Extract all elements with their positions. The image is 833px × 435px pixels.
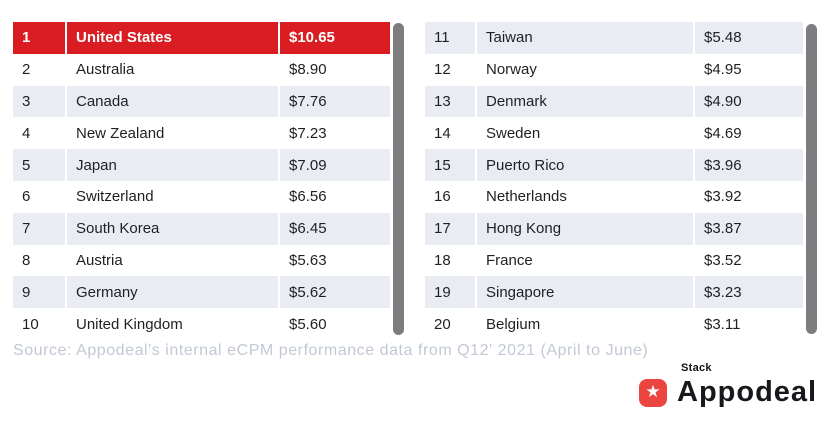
- value-cell: $3.92: [704, 188, 742, 206]
- country-cell: New Zealand: [76, 124, 165, 142]
- rank-cell: 11: [425, 22, 475, 54]
- rank-cell: 8: [22, 251, 31, 269]
- rank-cell: 13: [425, 85, 475, 118]
- rank-cell: 19: [425, 276, 475, 309]
- value-cell: $4.90: [695, 85, 803, 118]
- table-row: 11 Taiwan $5.48: [425, 22, 803, 54]
- country-cell: Australia: [76, 61, 135, 79]
- value-cell: $6.45: [280, 212, 390, 245]
- value-cell: $3.23: [695, 276, 803, 309]
- value-cell: $6.56: [289, 188, 327, 206]
- table-row: 20 Belgium $3.11: [425, 308, 803, 340]
- rank-cell: 20: [434, 315, 451, 333]
- value-cell: $5.60: [289, 315, 327, 333]
- table-row: 7 South Korea $6.45: [13, 212, 390, 245]
- country-cell: Canada: [67, 85, 278, 118]
- stack-appodeal-logo: Stack ★ Appodeal: [639, 362, 817, 409]
- country-cell: Sweden: [486, 124, 541, 142]
- table-row: 1 United States $10.65: [13, 22, 390, 54]
- table-row: 13 Denmark $4.90: [425, 85, 803, 118]
- value-cell: $3.96: [695, 149, 803, 181]
- rank-cell: 7: [13, 212, 65, 245]
- country-cell: South Korea: [67, 212, 278, 245]
- table-row: 9 Germany $5.62: [13, 276, 390, 309]
- value-cell: $3.87: [695, 212, 803, 245]
- value-cell: $7.09: [280, 149, 390, 181]
- value-cell: $5.48: [695, 22, 803, 54]
- country-cell: Norway: [486, 61, 537, 79]
- logo-stack-label: Stack: [681, 362, 712, 374]
- rank-cell: 17: [425, 212, 475, 245]
- star-glyph: ★: [645, 382, 661, 401]
- country-cell: Austria: [76, 251, 123, 269]
- value-cell: $4.95: [704, 61, 742, 79]
- table-row: 17 Hong Kong $3.87: [425, 212, 803, 245]
- table-row: 3 Canada $7.76: [13, 85, 390, 118]
- ecpm-table-ranks-1-10: 1 United States $10.65 2 Australia $8.90 3 Cana…: [13, 22, 390, 340]
- table-row: 5 Japan $7.09: [13, 149, 390, 181]
- value-cell: $7.76: [280, 85, 390, 118]
- rank-cell: 14: [434, 124, 451, 142]
- table-row: 10 United Kingdom $5.60: [13, 308, 390, 340]
- table-row: 16 Netherlands $3.92: [425, 181, 803, 213]
- appodeal-star-icon: ★: [639, 378, 667, 407]
- table-row: 4 New Zealand $7.23: [13, 117, 390, 149]
- rank-cell: 16: [434, 188, 451, 206]
- country-cell: Belgium: [486, 315, 541, 333]
- rank-cell: 18: [434, 251, 451, 269]
- value-cell: $10.65: [280, 22, 390, 54]
- value-cell: $3.52: [704, 251, 742, 269]
- logo-appodeal-label: Appodeal: [677, 376, 818, 408]
- left-table-scrollbar[interactable]: [393, 23, 404, 335]
- rank-cell: 3: [13, 85, 65, 118]
- value-cell: $5.63: [289, 251, 327, 269]
- table-row: 6 Switzerland $6.56: [13, 181, 390, 213]
- source-caption: Source: Appodeal's internal eCPM perform…: [13, 342, 649, 359]
- ecpm-table-ranks-11-20: 11 Taiwan $5.48 12 Norway $4.95 13 Denmark $4.90…: [425, 22, 803, 340]
- value-cell: $8.90: [289, 61, 327, 79]
- country-cell: Switzerland: [76, 188, 154, 206]
- rank-cell: 4: [22, 124, 31, 142]
- logo-row: ★ Appodeal: [639, 376, 817, 409]
- value-cell: $7.23: [289, 124, 327, 142]
- table-row: 19 Singapore $3.23: [425, 276, 803, 309]
- country-cell: United States: [67, 22, 278, 54]
- rank-cell: 12: [434, 61, 451, 79]
- right-table-scrollbar[interactable]: [806, 24, 817, 334]
- rank-cell: 15: [425, 149, 475, 181]
- country-cell: Singapore: [477, 276, 693, 309]
- rank-cell: 6: [22, 188, 31, 206]
- table-row: 15 Puerto Rico $3.96: [425, 149, 803, 181]
- table-row: 8 Austria $5.63: [13, 245, 390, 277]
- country-cell: Puerto Rico: [477, 149, 693, 181]
- value-cell: $5.62: [280, 276, 390, 309]
- rank-cell: 5: [13, 149, 65, 181]
- rank-cell: 1: [13, 22, 65, 54]
- country-cell: Japan: [67, 149, 278, 181]
- table-row: 18 France $3.52: [425, 245, 803, 277]
- country-cell: Taiwan: [477, 22, 693, 54]
- value-cell: $4.69: [704, 124, 742, 142]
- table-row: 14 Sweden $4.69: [425, 117, 803, 149]
- rank-cell: 10: [22, 315, 39, 333]
- rank-cell: 9: [13, 276, 65, 309]
- table-row: 12 Norway $4.95: [425, 54, 803, 86]
- value-cell: $3.11: [704, 315, 741, 333]
- table-row: 2 Australia $8.90: [13, 54, 390, 86]
- country-cell: Netherlands: [486, 188, 567, 206]
- country-cell: Germany: [67, 276, 278, 309]
- country-cell: Hong Kong: [477, 212, 693, 245]
- country-cell: Denmark: [477, 85, 693, 118]
- country-cell: France: [486, 251, 533, 269]
- rank-cell: 2: [22, 61, 31, 79]
- country-cell: United Kingdom: [76, 315, 183, 333]
